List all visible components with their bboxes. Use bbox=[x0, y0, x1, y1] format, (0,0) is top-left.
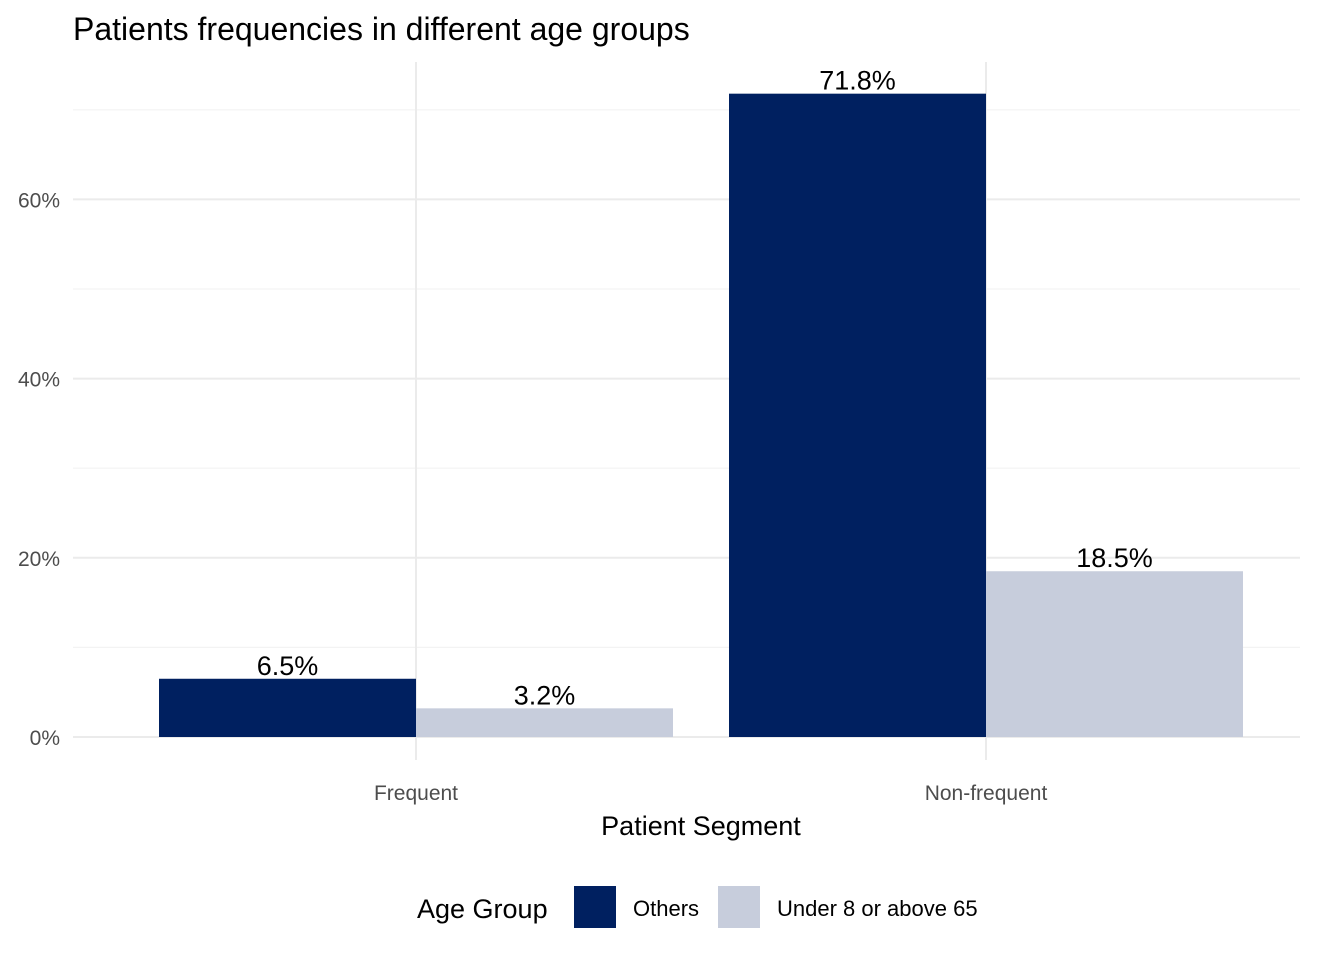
bar-non-frequent-others bbox=[729, 93, 986, 737]
legend-swatch-others bbox=[574, 886, 616, 928]
bar-frequent-others bbox=[159, 678, 416, 737]
data-label-frequent-others: 6.5% bbox=[257, 651, 319, 681]
x-tick-label: Frequent bbox=[374, 782, 458, 805]
x-axis-title: Patient Segment bbox=[601, 811, 801, 841]
bar-frequent-under-8-or-above-65 bbox=[416, 708, 673, 737]
legend-title: Age Group bbox=[417, 894, 548, 924]
data-label-non-frequent-others: 71.8% bbox=[819, 66, 896, 96]
legend-label-others: Others bbox=[633, 896, 699, 921]
chart-title: Patients frequencies in different age gr… bbox=[73, 11, 690, 47]
x-axis-ticks: Frequent Non-frequent bbox=[374, 782, 1047, 805]
y-axis-ticks: 0% 20% 40% 60% bbox=[18, 189, 60, 750]
y-tick-label: 20% bbox=[18, 548, 60, 571]
x-tick-label: Non-frequent bbox=[925, 782, 1048, 805]
legend-swatch-under-8-or-above-65 bbox=[718, 886, 760, 928]
y-tick-label: 40% bbox=[18, 369, 60, 392]
data-label-frequent-under-8-or-above-65: 3.2% bbox=[514, 680, 576, 710]
data-label-non-frequent-under-8-or-above-65: 18.5% bbox=[1076, 543, 1153, 573]
y-tick-label: 60% bbox=[18, 189, 60, 212]
y-tick-label: 0% bbox=[30, 727, 60, 750]
bar-non-frequent-under-8-or-above-65 bbox=[986, 571, 1243, 737]
data-labels: 6.5% 3.2% 71.8% 18.5% bbox=[257, 66, 1153, 711]
legend: Age Group Others Under 8 or above 65 bbox=[417, 886, 978, 928]
bars bbox=[159, 93, 1243, 737]
legend-label-under-8-or-above-65: Under 8 or above 65 bbox=[777, 896, 978, 921]
